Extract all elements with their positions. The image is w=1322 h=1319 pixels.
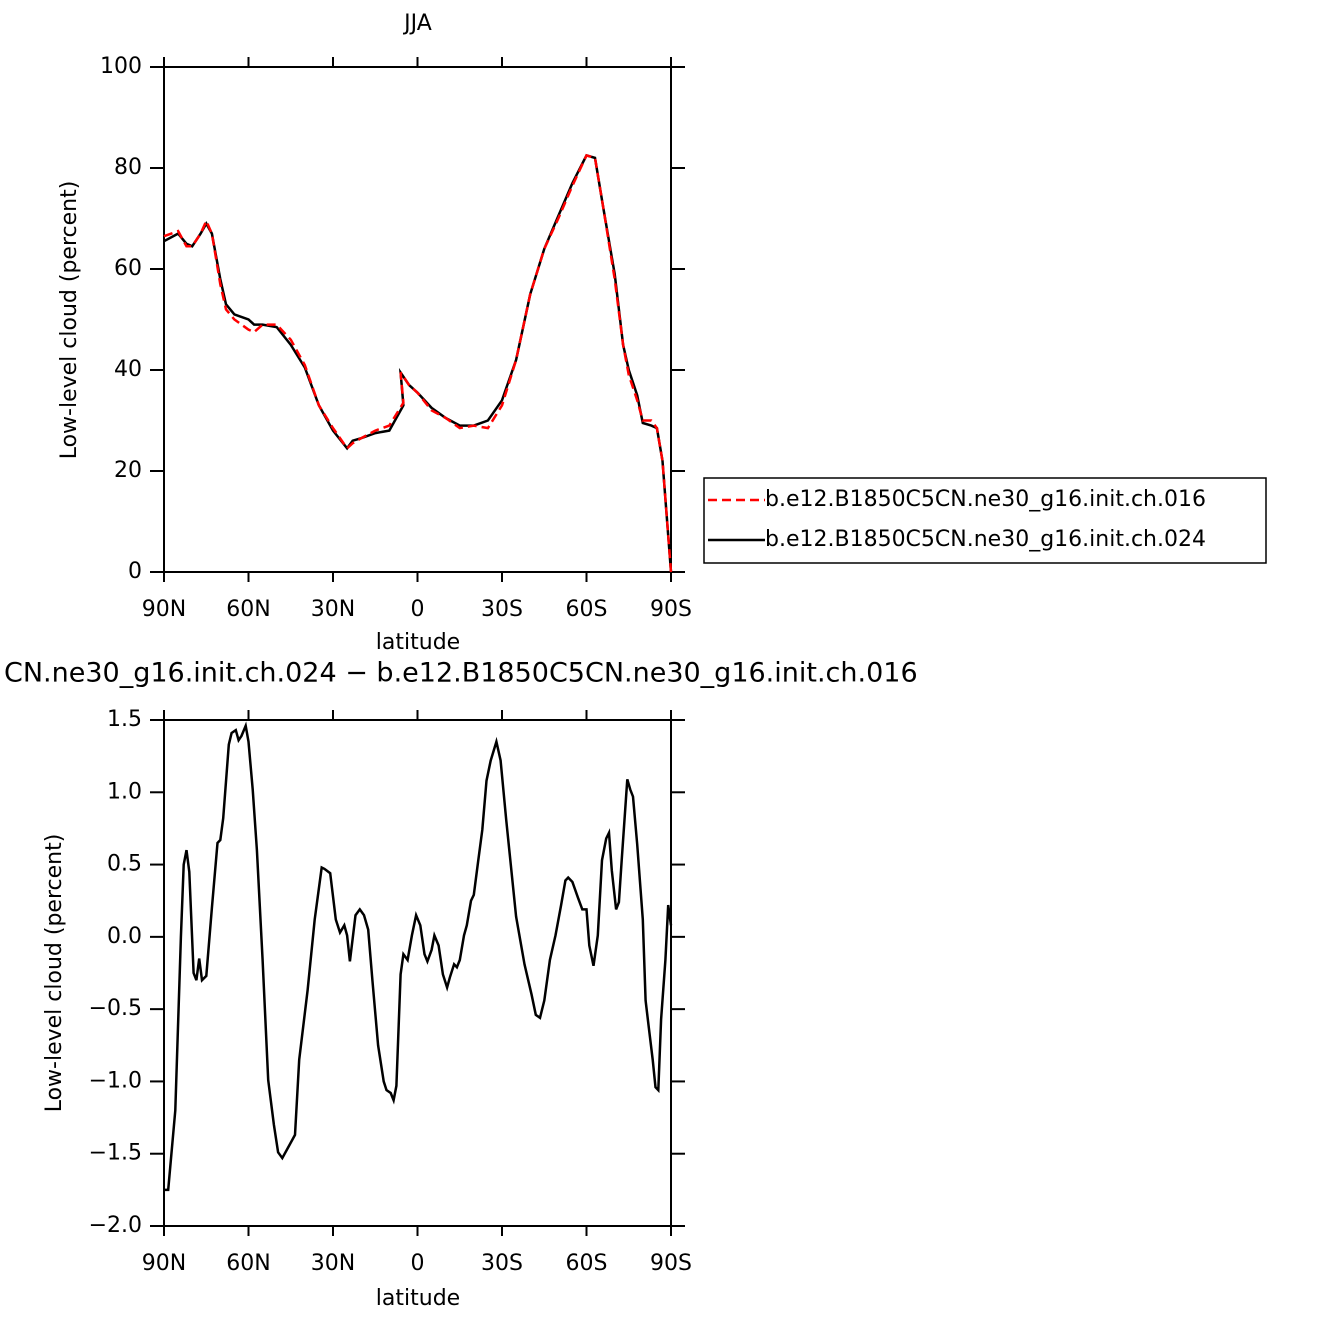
y-tick-label: 60 — [114, 256, 142, 281]
x-tick-label: 60N — [226, 1251, 270, 1276]
y-tick-label: 0 — [128, 559, 142, 584]
legend-label: b.e12.B1850C5CN.ne30_g16.init.ch.024 — [765, 527, 1206, 552]
x-tick-label: 30S — [481, 1251, 523, 1276]
x-tick-label: 0 — [411, 597, 425, 622]
legend-box — [703, 477, 1267, 564]
chart-title: CN.ne30_g16.init.ch.024 − b.e12.B1850C5C… — [4, 658, 918, 689]
y-tick-label: 40 — [114, 357, 142, 382]
plot-frame — [163, 66, 672, 573]
x-tick-label: 90S — [650, 1251, 692, 1276]
y-tick-label: −2.0 — [89, 1213, 142, 1238]
data-line — [164, 721, 673, 1192]
x-axis-label: latitude — [376, 1286, 460, 1311]
y-tick-label: 20 — [114, 458, 142, 483]
y-axis-label: Low-level cloud (percent) — [57, 181, 82, 460]
x-tick-label: 30N — [311, 1251, 355, 1276]
legend-label: b.e12.B1850C5CN.ne30_g16.init.ch.016 — [765, 487, 1206, 512]
y-tick-label: 1.5 — [107, 707, 142, 732]
y-tick-label: 0.5 — [107, 852, 142, 877]
y-tick-label: −1.5 — [89, 1141, 142, 1166]
x-tick-label: 90N — [142, 1251, 186, 1276]
y-tick-label: −0.5 — [89, 996, 142, 1021]
x-tick-label: 0 — [411, 1251, 425, 1276]
chart-title: JJA — [402, 11, 432, 36]
x-axis-label: latitude — [376, 630, 460, 655]
y-tick-label: 80 — [114, 155, 142, 180]
plot-frame — [163, 719, 672, 1227]
x-tick-label: 30N — [311, 597, 355, 622]
x-tick-label: 60S — [566, 597, 608, 622]
y-axis-label: Low-level cloud (percent) — [42, 834, 67, 1113]
y-tick-label: 0.0 — [107, 924, 142, 949]
y-tick-label: −1.0 — [89, 1068, 142, 1093]
x-tick-label: 60S — [566, 1251, 608, 1276]
x-tick-label: 60N — [226, 597, 270, 622]
y-tick-label: 100 — [100, 54, 142, 79]
x-tick-label: 30S — [481, 597, 523, 622]
data-line — [163, 153, 673, 573]
x-tick-label: 90N — [142, 597, 186, 622]
x-tick-label: 90S — [650, 597, 692, 622]
data-line — [163, 153, 673, 573]
y-tick-label: 1.0 — [107, 779, 142, 804]
